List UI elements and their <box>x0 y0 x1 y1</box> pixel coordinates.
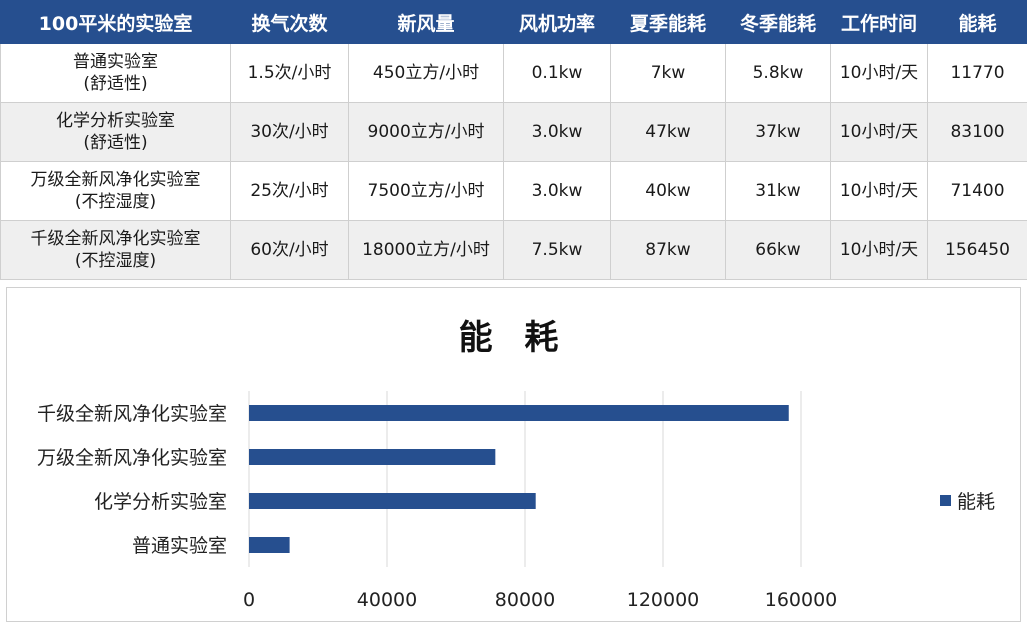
chart-plot-area: 0 40000 80000 120000 160000 千级全新风净化实验室万级全新风净化… <box>37 391 838 611</box>
category-label: 万级全新风净化实验室 <box>37 447 227 469</box>
room-subtitle: (舒适性) <box>83 133 148 153</box>
bar <box>249 493 536 509</box>
room-name: 千级全新风净化实验室 <box>30 229 201 249</box>
room-subtitle: (不控湿度) <box>74 192 157 212</box>
winter-energy-cell: 31kw <box>725 161 831 221</box>
air-changes-cell: 1.5次/小时 <box>230 43 349 103</box>
summer-energy-cell: 87kw <box>610 220 726 280</box>
energy-cell: 156450 <box>927 220 1027 280</box>
energy-table: 100平米的实验室 换气次数 新风量 风机功率 夏季能耗 冬季能耗 工作时间 能… <box>0 0 1027 280</box>
summer-energy-cell: 47kw <box>610 102 726 162</box>
fresh-air-cell: 18000立方/小时 <box>348 220 504 280</box>
header-working-hours: 工作时间 <box>830 0 928 44</box>
summer-energy-cell: 7kw <box>610 43 726 103</box>
header-room-type: 100平米的实验室 <box>0 0 231 44</box>
bar <box>249 449 496 465</box>
table-row: 化学分析实验室 (舒适性) 30次/小时 9000立方/小时 3.0kw 47kw… <box>0 102 1027 162</box>
table-row: 千级全新风净化实验室 (不控湿度) 60次/小时 18000立方/小时 7.5kw… <box>0 220 1027 280</box>
fresh-air-cell: 450立方/小时 <box>348 43 504 103</box>
header-fan-power: 风机功率 <box>503 0 611 44</box>
table-header-row: 100平米的实验室 换气次数 新风量 风机功率 夏季能耗 冬季能耗 工作时间 能… <box>0 0 1027 44</box>
air-changes-cell: 25次/小时 <box>230 161 349 221</box>
room-subtitle: (舒适性) <box>83 74 148 94</box>
winter-energy-cell: 5.8kw <box>725 43 831 103</box>
fresh-air-cell: 7500立方/小时 <box>348 161 504 221</box>
category-label: 普通实验室 <box>132 535 227 557</box>
working-hours-cell: 10小时/天 <box>830 161 928 221</box>
air-changes-cell: 30次/小时 <box>230 102 349 162</box>
fan-power-cell: 7.5kw <box>503 220 611 280</box>
legend-swatch <box>940 495 951 506</box>
x-tick-label: 80000 <box>495 589 555 611</box>
legend-label: 能耗 <box>957 491 996 513</box>
room-type-cell: 普通实验室 (舒适性) <box>0 43 231 103</box>
working-hours-cell: 10小时/天 <box>830 43 928 103</box>
room-type-cell: 化学分析实验室 (舒适性) <box>0 102 231 162</box>
table-row: 万级全新风净化实验室 (不控湿度) 25次/小时 7500立方/小时 3.0kw … <box>0 161 1027 221</box>
winter-energy-cell: 37kw <box>725 102 831 162</box>
room-name: 普通实验室 <box>73 52 158 72</box>
fan-power-cell: 3.0kw <box>503 161 611 221</box>
category-label: 化学分析实验室 <box>94 491 227 513</box>
room-name: 万级全新风净化实验室 <box>30 170 201 190</box>
header-air-changes: 换气次数 <box>230 0 349 44</box>
header-winter-energy: 冬季能耗 <box>725 0 831 44</box>
header-summer-energy: 夏季能耗 <box>610 0 726 44</box>
chart-legend: 能耗 <box>940 487 995 514</box>
header-energy: 能耗 <box>927 0 1027 44</box>
energy-chart: 能 耗 0 40000 80000 120000 160000 千级全新风净化实验室 万级全… <box>6 287 1021 622</box>
working-hours-cell: 10小时/天 <box>830 102 928 162</box>
energy-cell: 71400 <box>927 161 1027 221</box>
fan-power-cell: 0.1kw <box>503 43 611 103</box>
category-label: 千级全新风净化实验室 <box>37 403 227 425</box>
energy-cell: 11770 <box>927 43 1027 103</box>
room-name: 化学分析实验室 <box>56 111 175 131</box>
room-type-cell: 千级全新风净化实验室 (不控湿度) <box>0 220 231 280</box>
room-type-cell: 万级全新风净化实验室 (不控湿度) <box>0 161 231 221</box>
table-row: 普通实验室 (舒适性) 1.5次/小时 450立方/小时 0.1kw 7kw 5.… <box>0 43 1027 103</box>
winter-energy-cell: 66kw <box>725 220 831 280</box>
x-tick-label: 120000 <box>627 589 700 611</box>
header-fresh-air-volume: 新风量 <box>348 0 504 44</box>
fan-power-cell: 3.0kw <box>503 102 611 162</box>
summer-energy-cell: 40kw <box>610 161 726 221</box>
x-tick-label: 160000 <box>765 589 838 611</box>
bar <box>249 537 290 553</box>
working-hours-cell: 10小时/天 <box>830 220 928 280</box>
air-changes-cell: 60次/小时 <box>230 220 349 280</box>
room-subtitle: (不控湿度) <box>74 251 157 271</box>
x-tick-label: 40000 <box>357 589 417 611</box>
bar <box>249 405 789 421</box>
chart-title: 能 耗 <box>458 318 569 358</box>
x-tick-label: 0 <box>243 589 255 611</box>
energy-cell: 83100 <box>927 102 1027 162</box>
fresh-air-cell: 9000立方/小时 <box>348 102 504 162</box>
